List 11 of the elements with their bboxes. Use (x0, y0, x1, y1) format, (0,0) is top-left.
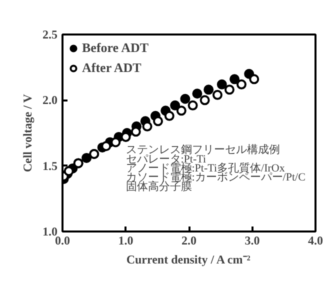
y-tick-label: 1.5 (42, 158, 58, 173)
x-axis-title: Current density / A cm⁻² (126, 252, 251, 266)
y-axis-title: Cell voltage / V (20, 94, 34, 172)
y-tick-label: 2.5 (42, 28, 58, 42)
x-tick-label: 3.0 (244, 234, 260, 248)
legend-label: After ADT (82, 60, 142, 76)
x-tick-label: 2.0 (182, 234, 196, 248)
x-tick-label: 4.0 (308, 234, 323, 248)
y-tick-label: 2.0 (42, 93, 58, 108)
legend-label: Before ADT (82, 40, 149, 56)
x-tick-label: 1.0 (118, 234, 134, 248)
